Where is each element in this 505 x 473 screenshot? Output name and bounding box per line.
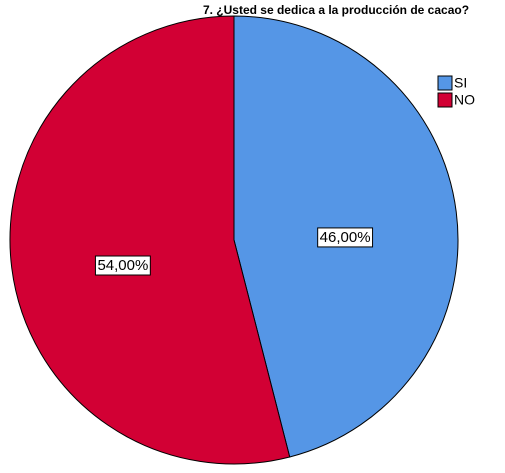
data-label: 54,00% (97, 257, 148, 274)
legend-label: NO (454, 92, 475, 108)
chart-title: 7. ¿Usted se dedica a la producción de c… (203, 3, 469, 17)
legend-label: SI (454, 75, 467, 91)
pie-slice (9, 15, 291, 465)
legend-swatch (437, 92, 453, 108)
data-label-box (317, 227, 374, 248)
legend-swatch (437, 75, 453, 91)
data-label-box (94, 255, 151, 276)
data-label: 46,00% (320, 229, 371, 246)
